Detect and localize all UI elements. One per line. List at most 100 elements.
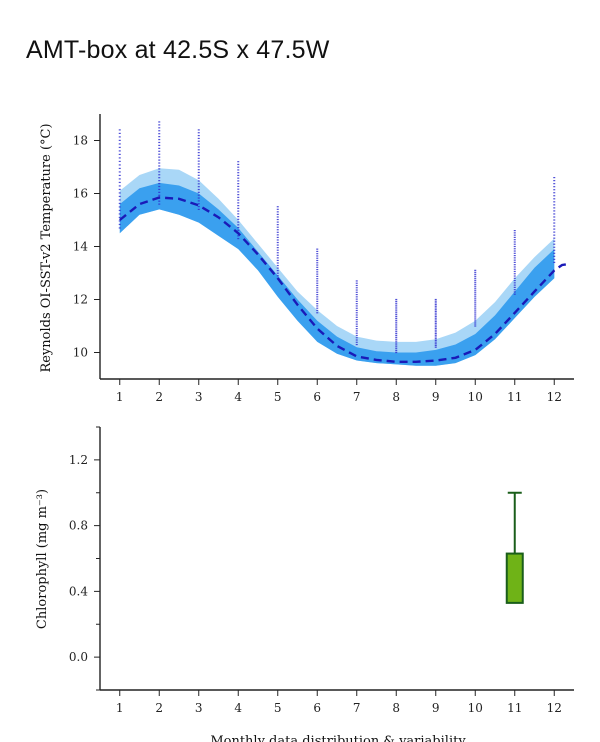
sst-data-point <box>276 231 279 233</box>
sst-data-point <box>118 209 121 212</box>
sst-data-point <box>513 259 516 261</box>
sst-data-point <box>395 321 398 323</box>
sst-data-point <box>553 252 556 254</box>
sst-data-point <box>553 240 556 242</box>
sst-data-point <box>395 304 398 306</box>
sst-data-point <box>395 332 398 335</box>
sst-data-point <box>434 309 437 311</box>
sst-y-tick-label: 16 <box>73 187 88 201</box>
sst-data-point <box>197 140 200 142</box>
sst-data-point <box>316 275 319 278</box>
sst-data-point <box>355 318 358 321</box>
sst-data-point <box>434 319 437 321</box>
chl-x-tick-label: 11 <box>507 701 522 715</box>
sst-data-point <box>355 293 358 296</box>
sst-data-point <box>395 300 398 302</box>
sst-x-tick-label: 6 <box>313 390 321 404</box>
sst-data-point <box>276 216 279 218</box>
sst-data-point <box>237 205 240 207</box>
sst-data-point <box>118 199 121 201</box>
sst-data-point <box>316 266 319 268</box>
sst-data-point <box>158 185 161 188</box>
sst-data-point <box>395 312 398 314</box>
sst-data-point <box>513 257 516 259</box>
chl-y-tick-label: 0.8 <box>69 519 88 533</box>
sst-data-point <box>474 305 477 307</box>
sst-x-tick-label: 11 <box>507 390 522 404</box>
sst-data-point <box>434 331 437 333</box>
sst-data-point <box>276 218 279 221</box>
chl-x-tick-label: 1 <box>116 701 124 715</box>
sst-data-point <box>158 153 161 155</box>
sst-data-point <box>434 322 437 324</box>
sst-data-point <box>434 341 437 343</box>
sst-data-point <box>276 259 279 262</box>
sst-data-point <box>158 127 161 129</box>
sst-data-point <box>197 171 200 174</box>
sst-data-point <box>158 159 161 161</box>
sst-data-point <box>118 181 121 184</box>
sst-data-point <box>197 143 200 145</box>
sst-data-point <box>158 141 161 144</box>
sst-data-point <box>197 163 200 165</box>
sst-data-point <box>118 139 121 142</box>
sst-data-point <box>316 300 319 302</box>
sst-data-point <box>553 180 556 182</box>
sst-data-point <box>118 146 121 149</box>
sst-data-point <box>158 182 161 185</box>
sst-data-point <box>355 316 358 318</box>
sst-data-point <box>197 169 200 171</box>
sst-data-point <box>434 302 437 304</box>
sst-data-point <box>355 284 358 287</box>
sst-data-point <box>316 280 319 282</box>
sst-data-point <box>276 249 279 251</box>
sst-data-point <box>197 146 200 148</box>
sst-data-point <box>513 277 516 279</box>
sst-data-point <box>434 339 437 341</box>
sst-data-point <box>434 321 437 323</box>
sst-data-point <box>158 194 161 196</box>
sst-data-point <box>118 206 121 208</box>
sst-data-point <box>118 132 121 135</box>
sst-data-point <box>237 202 240 204</box>
sst-data-point <box>553 186 556 188</box>
sst-data-point <box>316 273 319 275</box>
sst-x-tick-label: 4 <box>234 390 242 404</box>
chlorophyll-ylabel: Chlorophyll (mg m⁻³) <box>35 489 50 629</box>
sst-data-point <box>276 211 279 213</box>
sst-data-point <box>237 191 240 193</box>
sst-data-point <box>395 325 398 327</box>
sst-data-point <box>276 224 279 226</box>
sst-data-point <box>316 305 319 307</box>
sst-data-point <box>395 344 398 346</box>
sst-data-point <box>474 323 477 325</box>
sst-data-point <box>434 332 437 335</box>
sst-x-tick-label: 12 <box>547 390 562 404</box>
sst-data-point <box>474 311 477 313</box>
chl-box <box>505 552 524 604</box>
sst-data-point <box>197 188 200 191</box>
sst-data-point <box>118 157 121 159</box>
sst-data-point <box>395 302 398 304</box>
sst-data-point <box>355 321 358 323</box>
sst-data-point <box>118 143 121 145</box>
sst-data-point <box>513 264 516 266</box>
sst-data-point <box>355 282 358 284</box>
sst-data-point <box>355 298 358 300</box>
sst-data-point <box>474 297 477 299</box>
sst-mean-line <box>119 196 571 363</box>
sst-data-point <box>395 327 398 329</box>
sst-data-point <box>474 287 477 289</box>
sst-data-point <box>474 271 477 273</box>
sst-data-point <box>197 186 200 188</box>
sst-data-point <box>237 183 240 185</box>
sst-data-point <box>316 253 319 255</box>
sst-data-point <box>474 313 477 315</box>
sst-data-point <box>158 124 161 126</box>
sst-data-point <box>237 196 240 198</box>
sst-data-point <box>158 121 161 123</box>
sst-data-point <box>355 307 358 309</box>
sst-y-tick-label: 12 <box>73 293 88 307</box>
sst-data-point <box>395 298 398 301</box>
sst-data-point <box>237 163 240 166</box>
